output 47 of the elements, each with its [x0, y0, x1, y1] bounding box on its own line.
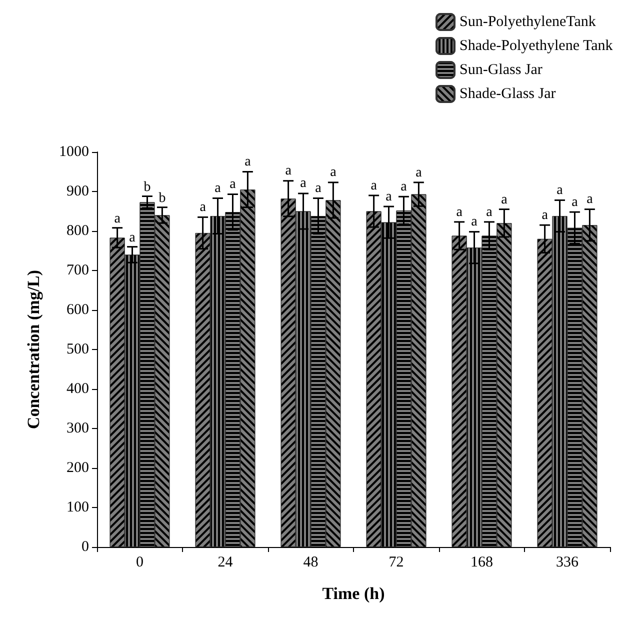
- y-axis-title: Concentration (mg/L): [24, 270, 43, 430]
- data-label: a: [114, 211, 122, 226]
- data-label: a: [586, 192, 594, 208]
- data-label: a: [285, 164, 292, 179]
- data-label: a: [556, 183, 564, 198]
- legend-label: Sun-PolyethyleneTank: [460, 14, 596, 30]
- data-label: a: [129, 230, 136, 246]
- data-label: a: [300, 176, 308, 192]
- x-axis-title: Time (h): [322, 584, 385, 603]
- data-label: a: [330, 165, 338, 180]
- y-tick-label: 700: [66, 262, 89, 278]
- data-label: a: [416, 166, 423, 181]
- y-tick-label: 200: [66, 460, 89, 476]
- legend-label: Sun-Glass Jar: [460, 62, 542, 78]
- legend-label: Shade-Glass Jar: [460, 86, 556, 102]
- y-tick-label: 800: [66, 223, 89, 239]
- legend-label: Shade-Polyethylene Tank: [460, 38, 614, 54]
- y-tick-label: 100: [66, 500, 89, 516]
- x-tick-label: 72: [388, 554, 404, 570]
- y-tick-label: 400: [66, 381, 89, 397]
- data-label: a: [315, 180, 322, 196]
- data-label: a: [214, 180, 222, 196]
- x-tick-label: 0: [136, 554, 144, 570]
- data-label: b: [158, 191, 166, 206]
- data-label: a: [542, 208, 549, 224]
- y-tick-label: 1000: [59, 144, 89, 160]
- y-tick-label: 0: [82, 539, 89, 555]
- x-tick-label: 336: [556, 554, 579, 570]
- data-label: a: [486, 205, 494, 220]
- x-tick-label: 48: [303, 554, 318, 570]
- data-label: a: [230, 176, 237, 192]
- x-tick-label: 168: [470, 554, 493, 570]
- data-label: a: [501, 192, 508, 208]
- data-label: a: [386, 189, 393, 204]
- data-label: a: [572, 194, 579, 210]
- x-tick-label: 24: [218, 554, 234, 570]
- data-label: a: [471, 214, 478, 230]
- y-tick-label: 600: [66, 302, 89, 318]
- data-label: a: [370, 178, 378, 194]
- data-label: a: [244, 154, 252, 170]
- y-tick-label: 300: [66, 420, 89, 436]
- data-label: a: [400, 180, 408, 195]
- data-label: a: [200, 200, 207, 216]
- y-tick-label: 900: [66, 184, 89, 200]
- data-label: b: [144, 180, 151, 196]
- data-label: a: [456, 205, 464, 220]
- y-tick-label: 500: [66, 342, 89, 358]
